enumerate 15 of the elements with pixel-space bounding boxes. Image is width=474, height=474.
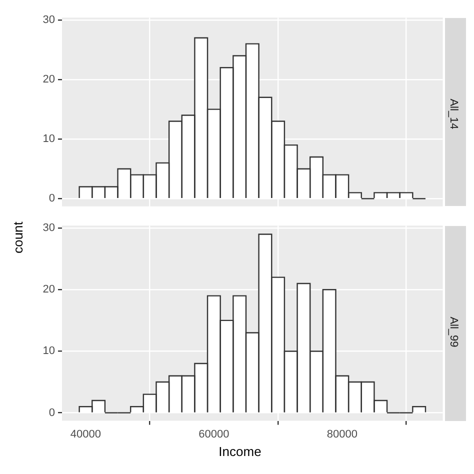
y-tick-label: 30	[42, 14, 55, 26]
x-tick-label: 40000	[70, 428, 102, 440]
y-tick-label: 0	[48, 192, 55, 205]
y-tick-label: 30	[42, 222, 55, 234]
y-tick-label: 20	[42, 284, 55, 296]
x-axis-title: Income	[218, 444, 262, 459]
y-axis-title: count	[10, 221, 26, 253]
text: All_14	[447, 98, 460, 130]
y-tick-label: 10	[42, 133, 55, 146]
y-tick-label: 20	[42, 74, 55, 86]
y-tick-label: 10	[42, 345, 55, 358]
y-tick-label: 0	[48, 406, 55, 419]
x-tick-label: 60000	[198, 428, 230, 440]
x-tick-label: 80000	[326, 428, 358, 440]
text: All_99	[447, 316, 460, 348]
